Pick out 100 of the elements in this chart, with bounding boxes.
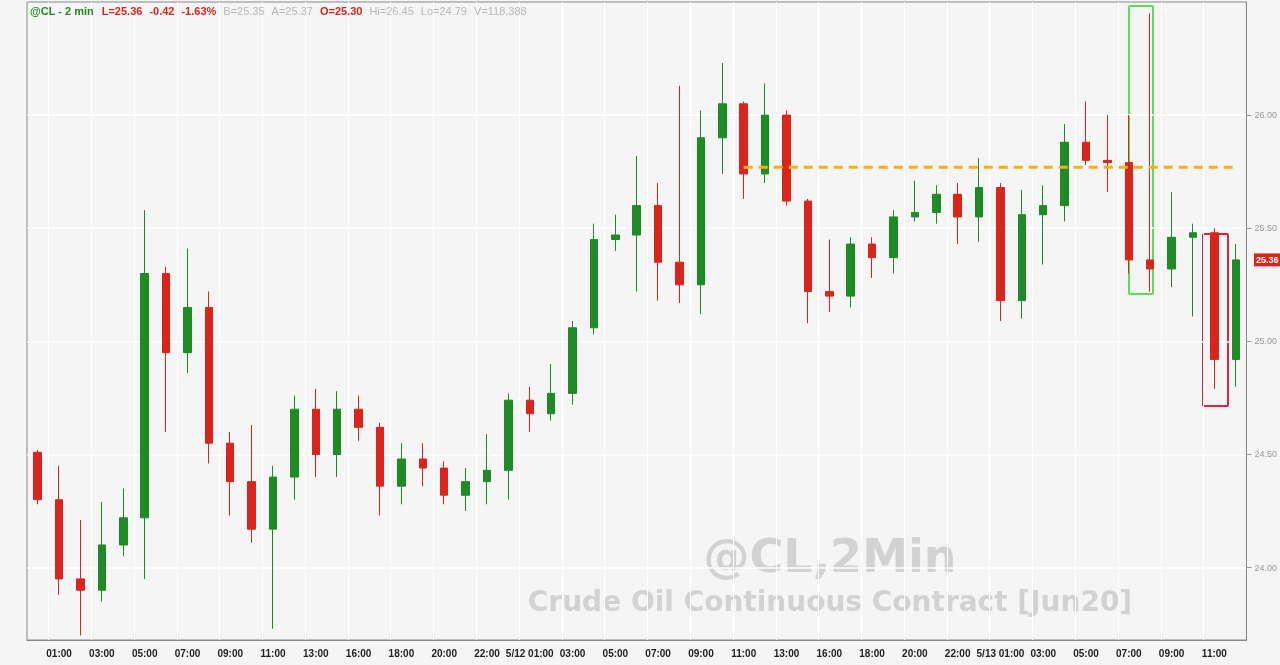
x-tick-label: 18:00 — [388, 647, 415, 659]
candlestick — [526, 386, 534, 433]
x-tick-label: 09:00 — [688, 647, 715, 659]
x-tick-label: 22:00 — [944, 647, 971, 659]
y-tick-label: 24.50 — [1254, 449, 1278, 460]
x-tick-label: 09:00 — [1158, 647, 1185, 659]
candlestick — [739, 101, 748, 200]
candlestick — [33, 449, 42, 505]
x-tick-label: 11:00 — [731, 647, 757, 659]
x-tick-label: 11:00 — [1201, 647, 1228, 659]
annotation: A=25.37 — [271, 5, 313, 17]
candlestick — [761, 82, 769, 184]
candlestick — [1232, 243, 1240, 388]
x-tick-label: 13:00 — [773, 647, 800, 659]
candlestick — [76, 519, 85, 636]
candlestick — [162, 266, 170, 433]
annotation: V=118,388 — [473, 5, 527, 17]
x-tick-label: 16:00 — [345, 647, 372, 659]
candlestick — [269, 465, 277, 630]
x-tick-label: 05:00 — [1073, 647, 1100, 659]
candlestick — [547, 363, 555, 422]
x-tick-label: 5/12 01:00 — [505, 647, 555, 659]
candlestick — [354, 395, 363, 442]
candlestick — [312, 388, 320, 478]
candlestick — [782, 110, 791, 207]
annotation: B=25.35 — [223, 5, 265, 17]
candlestick — [376, 422, 384, 517]
x-tick-label: 03:00 — [559, 647, 586, 659]
candlestick — [568, 320, 577, 406]
annotation: -1.63% — [181, 5, 217, 17]
candlestick — [911, 180, 919, 222]
annotation: Lo=24.79 — [420, 5, 467, 17]
x-tick-label: 20:00 — [431, 647, 458, 659]
candlestick — [333, 390, 341, 478]
x-tick-label: 20:00 — [902, 647, 929, 659]
candlestick — [183, 248, 192, 374]
candlestick — [1125, 114, 1133, 274]
candlestick — [1018, 189, 1026, 320]
candlestick — [1146, 12, 1154, 293]
candlestick — [632, 155, 641, 293]
candlestick — [1060, 123, 1069, 222]
candlestick — [932, 184, 941, 225]
x-tick-label: 05:00 — [131, 647, 158, 659]
x-tick-label: 07:00 — [174, 647, 201, 659]
x-tick-label: 22:00 — [474, 647, 501, 659]
candlestick — [140, 209, 149, 580]
candlestick — [804, 198, 812, 324]
candlestick — [504, 392, 513, 501]
candlestick — [1167, 191, 1176, 288]
x-tick-label: 13:00 — [303, 647, 330, 659]
y-tick-label: 25.00 — [1254, 336, 1278, 347]
candlestick — [397, 442, 406, 505]
x-tick-label: 16:00 — [816, 647, 843, 659]
candlestick — [611, 214, 620, 252]
x-tick-label: 03:00 — [1030, 647, 1057, 659]
candlestick — [889, 209, 898, 274]
x-tick-label: 01:00 — [46, 647, 73, 659]
annotation: -0.42 — [149, 5, 175, 17]
candlestick — [119, 487, 128, 557]
x-tick-label: 07:00 — [645, 647, 672, 659]
candlestick — [996, 182, 1005, 322]
candlestick — [868, 236, 876, 279]
y-tick-label: 24.00 — [1254, 562, 1278, 573]
candlestick — [718, 62, 727, 175]
candlestick — [825, 239, 834, 313]
x-tick-label: 05:00 — [602, 647, 629, 659]
candlestick — [846, 236, 855, 308]
x-tick-label: 07:00 — [1116, 647, 1143, 659]
text: 25.36 — [1256, 254, 1279, 265]
candlestick — [205, 291, 213, 465]
candlestick — [953, 182, 962, 245]
x-tick-label: 18:00 — [859, 647, 886, 659]
candlestick — [1189, 223, 1197, 317]
chart-title: @CL - 2 min — [30, 5, 94, 17]
candlestick — [247, 424, 256, 544]
candlestick — [654, 182, 662, 302]
candlestick — [1082, 101, 1090, 166]
candlestick — [290, 395, 299, 501]
x-tick-label: 5/13 01:00 — [976, 647, 1025, 659]
y-tick-label: 25.50 — [1254, 223, 1278, 234]
candlestick — [461, 467, 470, 512]
x-tick-label: 11:00 — [260, 647, 286, 659]
annotation: Hi=26.45 — [369, 5, 414, 17]
x-tick-label: 03:00 — [89, 647, 116, 659]
annotation: L=25.36 — [101, 5, 143, 17]
candlestick — [440, 460, 448, 505]
candlestick — [98, 501, 106, 603]
candlestick — [419, 442, 427, 487]
y-tick-label: 26.00 — [1254, 110, 1278, 121]
annotation: O=25.30 — [319, 5, 363, 17]
x-tick-label: 09:00 — [217, 647, 244, 659]
candlestick — [226, 431, 234, 517]
candlestick — [55, 465, 63, 596]
candlestick — [483, 433, 491, 505]
candlestick — [1210, 227, 1219, 390]
candlestick — [675, 85, 684, 304]
candlestick — [1103, 114, 1112, 193]
candlestick — [697, 110, 705, 315]
candlestick — [590, 223, 598, 336]
candlestick — [1039, 184, 1047, 265]
